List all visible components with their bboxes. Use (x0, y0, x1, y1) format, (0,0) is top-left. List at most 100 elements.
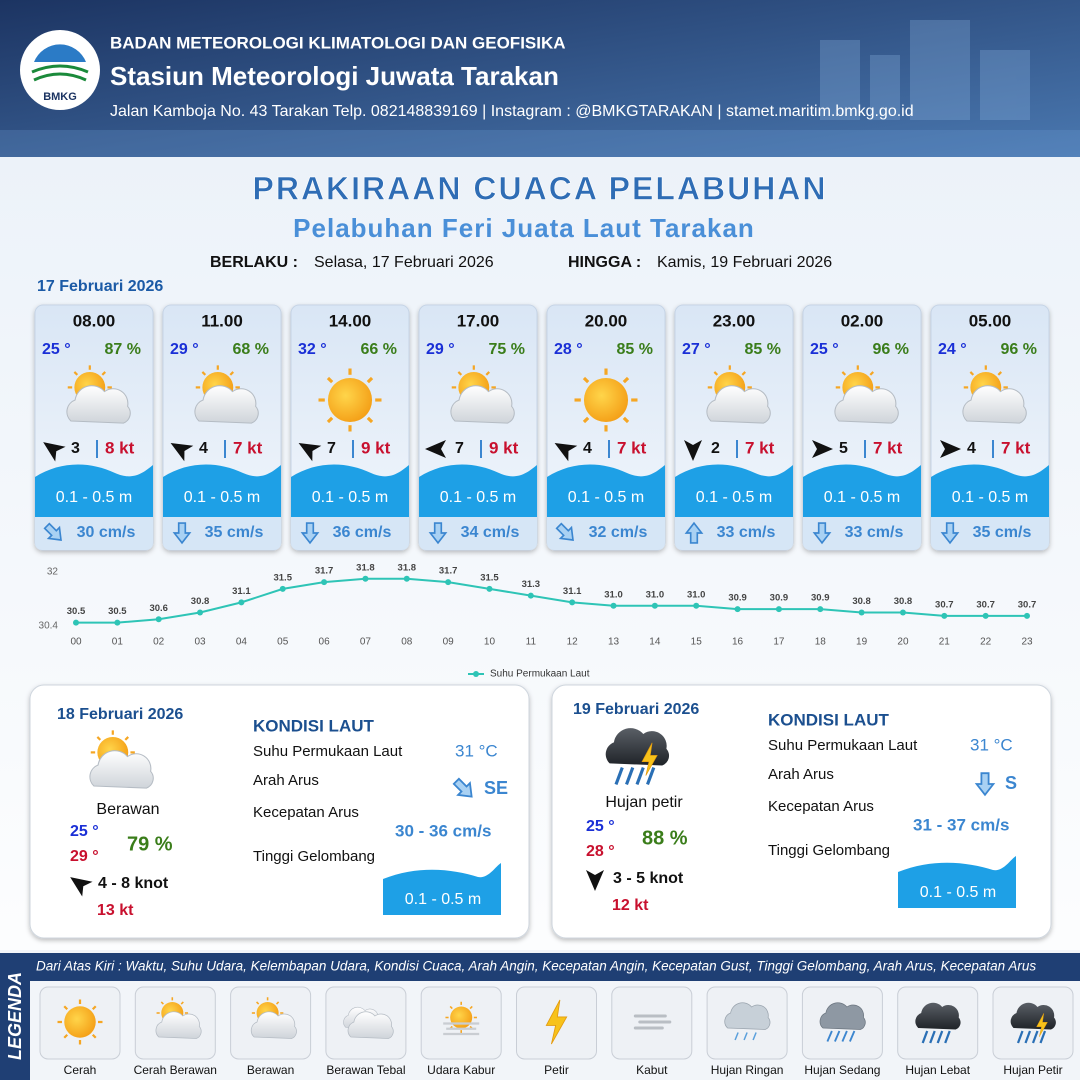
day-panel: 18 Februari 2026 Berawan 25 ° 29 ° 79 % 4 - 8… (29, 684, 530, 939)
day1-date: 17 Februari 2026 (37, 278, 163, 295)
sea-label: Kecepatan Arus (253, 804, 359, 821)
gust: 9 kt (361, 438, 391, 457)
data-label: 30.8 (894, 596, 913, 607)
point (321, 579, 328, 586)
x-tick-label: 07 (360, 637, 372, 648)
x-tick-label: 14 (649, 637, 661, 648)
wind-speed: 4 (967, 440, 976, 457)
data-label: 30.8 (191, 596, 210, 607)
valid-from-label: BERLAKU : (210, 254, 298, 271)
legend-item-label: Cerah Berawan (134, 1063, 217, 1077)
time: 11.00 (201, 311, 243, 330)
x-tick-label: 00 (70, 637, 82, 648)
day-panels: 18 Februari 2026 Berawan 25 ° 29 ° 79 % 4 - 8… (29, 684, 1052, 939)
data-label: 31.1 (232, 586, 251, 597)
point (734, 606, 741, 613)
data-label: 30.9 (811, 593, 830, 604)
y-tick-label: 30.4 (39, 621, 59, 632)
current-speed: 33 cm/s (717, 524, 776, 541)
gust: 7 kt (1001, 438, 1031, 457)
x-tick-label: 03 (194, 637, 206, 648)
point (569, 599, 576, 606)
x-tick-label: 16 (732, 637, 744, 648)
time: 02.00 (841, 311, 884, 330)
legend-item-label: Berawan Tebal (326, 1063, 405, 1077)
wave (291, 464, 409, 517)
wind-speed: 3 (71, 440, 80, 457)
air-temp: 25 ° (42, 341, 71, 358)
point (279, 585, 286, 592)
data-label: 31.0 (604, 589, 623, 600)
air-temp: 27 ° (682, 341, 711, 358)
point (445, 579, 452, 586)
point (197, 609, 204, 616)
legend-item-label: Hujan Lebat (905, 1063, 970, 1077)
point (155, 616, 162, 623)
x-tick-label: 22 (980, 637, 992, 648)
point (73, 619, 79, 626)
current-speed: 30 cm/s (77, 524, 136, 541)
sst-chart: 30.4 32 00 01 02 03 04 05 06 07 08 09 10 11 12 13 14 15 16… (39, 562, 1037, 679)
humidity: 68 % (233, 341, 269, 358)
point (817, 606, 824, 613)
humidity: 85 % (617, 341, 653, 358)
current-row (35, 517, 153, 550)
legend-title: LEGENDA (5, 972, 25, 1060)
wave-height: 0.1 - 0.5 m (312, 489, 388, 506)
wave-height: 0.1 - 0.5 m (824, 489, 900, 506)
wind: 4 - 8 knot (98, 875, 169, 892)
wave-height: 0.1 - 0.5 m (56, 489, 132, 506)
x-tick-label: 23 (1021, 637, 1033, 648)
header: BMKG BADAN METEOROLOGI KLIMATOLOGI DAN G… (0, 0, 1080, 157)
current-row (675, 517, 793, 550)
time: 20.00 (585, 311, 628, 330)
legend-item-label: Hujan Petir (1003, 1063, 1062, 1077)
x-tick-label: 12 (567, 637, 579, 648)
x-tick-label: 10 (484, 637, 496, 648)
point (693, 602, 700, 609)
current-row (931, 517, 1049, 550)
x-tick-label: 18 (815, 637, 827, 648)
air-temp: 29 ° (426, 341, 455, 358)
point (899, 609, 906, 616)
wave (931, 464, 1049, 517)
legend-item-label: Petir (544, 1063, 569, 1077)
weather-icon (572, 366, 640, 434)
data-label: 31.3 (522, 579, 541, 590)
legend-side (0, 953, 30, 1080)
temp-max: 28 ° (586, 843, 615, 860)
current-speed: 31 - 37 cm/s (913, 815, 1009, 834)
wave (547, 464, 665, 517)
point (610, 602, 617, 609)
humidity: 66 % (361, 341, 397, 358)
address: Jalan Kamboja No. 43 Tarakan Telp. 08214… (110, 103, 914, 120)
wave (898, 856, 1016, 908)
time: 17.00 (457, 311, 500, 330)
legend: LEGENDA Dari Atas Kiri : Waktu, Suhu Udar… (0, 950, 1080, 1080)
x-tick-label: 19 (856, 637, 868, 648)
data-label: 30.7 (935, 599, 954, 610)
data-label: 31.7 (439, 566, 458, 577)
current-speed: 35 cm/s (205, 524, 264, 541)
sea-heading: KONDISI LAUT (768, 710, 890, 729)
x-tick-label: 21 (939, 637, 951, 648)
temp-min: 25 ° (586, 818, 615, 835)
current-direction: S (1005, 773, 1017, 793)
data-label: 31.1 (563, 586, 582, 597)
wind: 3 - 5 knot (613, 870, 684, 887)
current-speed: 33 cm/s (845, 524, 904, 541)
valid-to: Kamis, 19 Februari 2026 (657, 254, 832, 271)
humidity: 88 % (642, 827, 688, 849)
humidity: 79 % (127, 833, 173, 855)
legend-note-bar (0, 953, 1080, 981)
current-speed: 36 cm/s (333, 524, 392, 541)
wind-speed: 2 (711, 440, 720, 457)
wave (163, 464, 281, 517)
x-tick-label: 01 (112, 637, 124, 648)
